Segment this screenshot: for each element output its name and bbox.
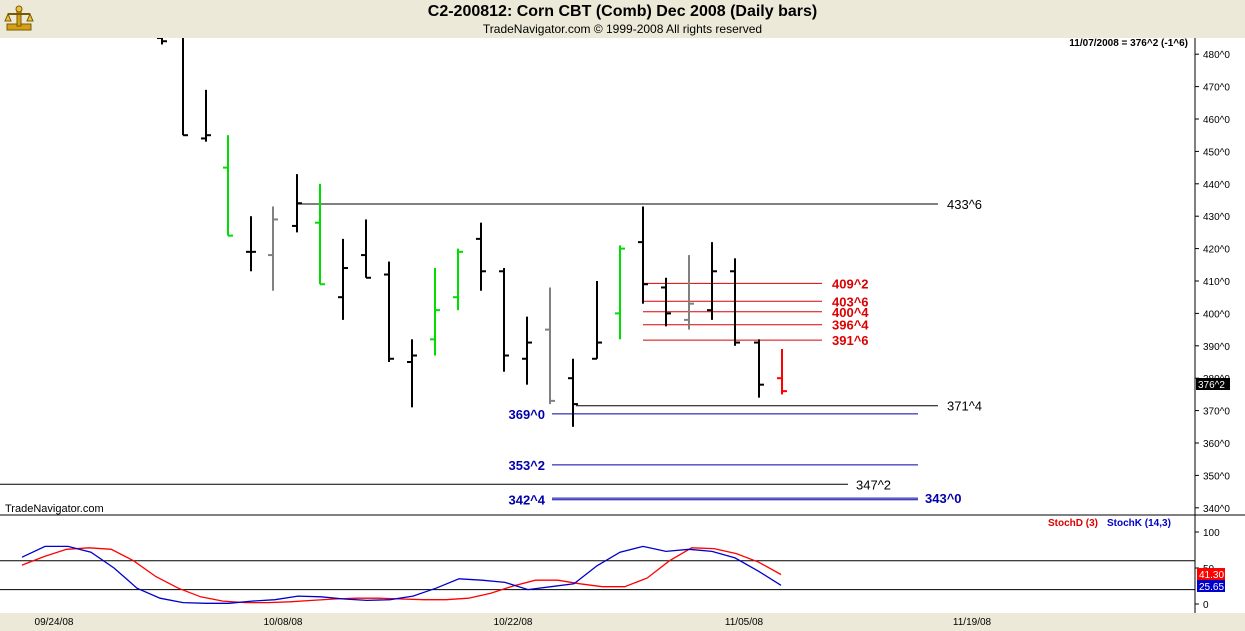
ohlc-bar (315, 183, 325, 286)
price-tick-label: 420^0 (1203, 245, 1230, 256)
price-panel (0, 38, 1195, 515)
price-tick-label: 430^0 (1203, 212, 1230, 223)
level-label: 433^6 (947, 197, 982, 212)
legend-stoch-k: StochK (14,3) (1107, 518, 1171, 529)
ohlc-bar (223, 135, 233, 237)
ohlc-bar (338, 238, 348, 320)
date-axis (0, 613, 1245, 631)
ohlc-bar (407, 339, 417, 408)
ohlc-bar (684, 255, 694, 330)
ohlc-bar (292, 174, 302, 233)
stochastic-panel (0, 515, 1195, 613)
level-label: 343^0 (925, 491, 962, 506)
stoch-line (21, 547, 782, 604)
date-tick-label: 11/19/08 (953, 617, 992, 628)
ohlc-bar (638, 206, 648, 304)
level-label: 369^0 (508, 407, 545, 422)
price-tick-label: 460^0 (1203, 115, 1230, 126)
ohlc-bar (384, 261, 394, 362)
ohlc-bar (545, 287, 555, 405)
ohlc-bar (476, 222, 486, 291)
ohlc-bar (499, 268, 509, 372)
ohlc-bar (157, 38, 167, 45)
ohlc-bar (201, 89, 211, 142)
ohlc-bar (754, 339, 764, 398)
chart-header: C2-200812: Corn CBT (Comb) Dec 2008 (Dai… (0, 0, 1245, 38)
ohlc-bar (430, 268, 440, 356)
legend-stoch-d: StochD (3) (1048, 518, 1098, 529)
ohlc-bar (615, 245, 625, 340)
stoch-k-readout-bg (1197, 580, 1225, 592)
price-tick-label: 450^0 (1203, 147, 1230, 158)
date-tick-label: 10/08/08 (264, 617, 303, 628)
price-tick-label: 400^0 (1203, 309, 1230, 320)
date-tick-label: 10/22/08 (494, 617, 533, 628)
level-label: 400^4 (832, 305, 869, 320)
stoch-k-readout: 25.65 (1199, 582, 1224, 593)
ohlc-bar (568, 358, 578, 427)
price-tick-label: 370^0 (1203, 407, 1230, 418)
stoch-tick-label: 100 (1203, 528, 1220, 539)
last-price-tag: 376^2 (1198, 380, 1225, 391)
watermark-text: TradeNavigator.com (5, 503, 104, 515)
price-tick-label: 390^0 (1203, 342, 1230, 353)
ohlc-bar (182, 38, 188, 137)
price-tick-label: 410^0 (1203, 277, 1230, 288)
price-tick-label: 480^0 (1203, 50, 1230, 61)
ohlc-bar (453, 248, 463, 311)
trade-navigator-scale-icon (4, 5, 34, 31)
ohlc-bar (777, 349, 787, 395)
chart-subtitle: TradeNavigator.com © 1999-2008 All right… (482, 22, 763, 36)
last-price-tag-bg (1196, 378, 1230, 390)
ohlc-bar (707, 242, 717, 320)
stoch-d-readout: 41.30 (1199, 570, 1224, 581)
ohlc-bar (592, 281, 602, 360)
level-label: 403^6 (832, 294, 869, 309)
date-tick-label: 11/05/08 (725, 617, 764, 628)
ohlc-bar (661, 277, 671, 327)
level-label: 396^4 (832, 318, 869, 333)
price-tick-label: 470^0 (1203, 83, 1230, 94)
level-label: 371^4 (947, 399, 982, 414)
ohlc-bar (268, 206, 278, 291)
price-tick-label: 440^0 (1203, 180, 1230, 191)
stoch-d-readout-bg (1197, 568, 1225, 580)
level-label: 347^2 (856, 477, 891, 492)
price-axis (1195, 38, 1245, 515)
price-tick-label: 340^0 (1203, 504, 1230, 515)
level-label: 353^2 (508, 458, 545, 473)
level-label: 342^4 (508, 493, 545, 508)
ohlc-bar (522, 316, 532, 385)
price-tick-label: 350^0 (1203, 471, 1230, 482)
level-label: 409^2 (832, 276, 869, 291)
stochastic-axis (1195, 515, 1245, 613)
price-tick-label: 360^0 (1203, 439, 1230, 450)
ohlc-bar (730, 258, 740, 346)
ohlc-bar (361, 219, 371, 279)
date-tick-label: 09/24/08 (35, 617, 74, 628)
level-label: 391^6 (832, 333, 869, 348)
ohlc-bar (246, 216, 256, 272)
last-value-readout: 11/07/2008 = 376^2 (-1^6) (1069, 38, 1188, 49)
chart-title: C2-200812: Corn CBT (Comb) Dec 2008 (Dai… (427, 3, 818, 20)
stoch-line (21, 545, 782, 604)
stoch-tick-label: 0 (1203, 600, 1209, 611)
